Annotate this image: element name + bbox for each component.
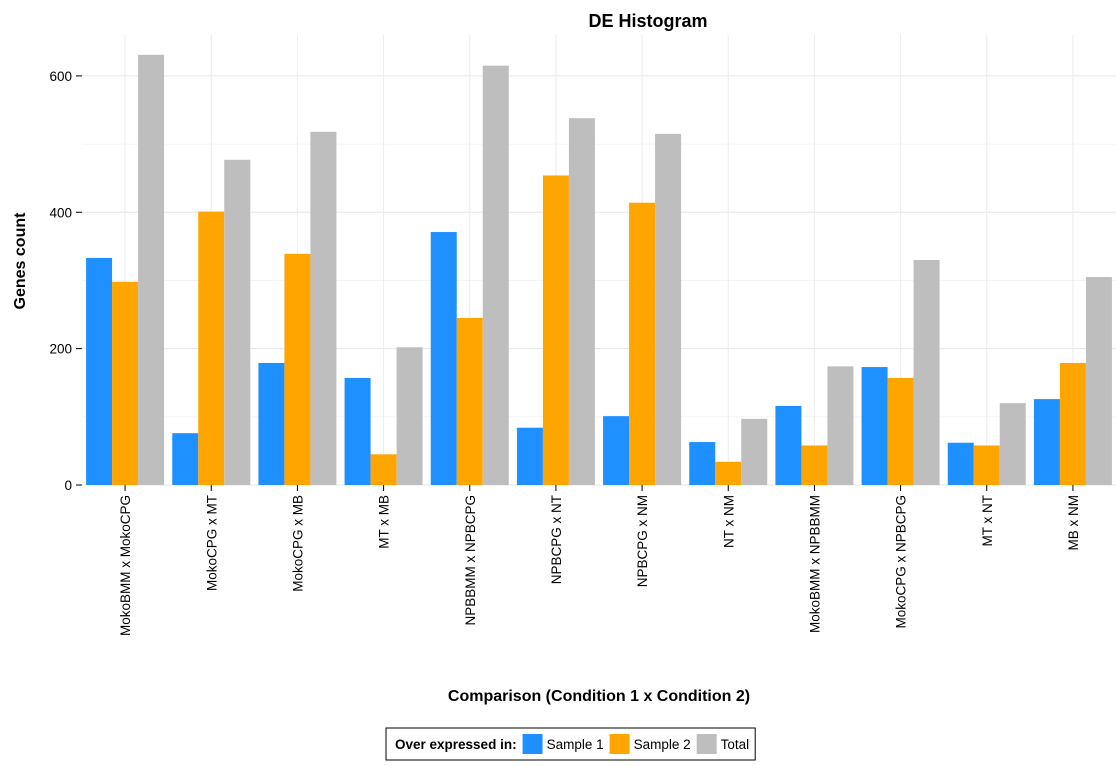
bar-total	[310, 131, 337, 485]
bar-sample-1	[172, 433, 199, 485]
bar-sample-1	[861, 367, 888, 485]
bar-sample-1	[516, 427, 543, 485]
x-tick-label: MB x NM	[1066, 495, 1081, 551]
bar-sample-1	[86, 257, 113, 485]
x-tick-label: NPBCPG x NT	[549, 495, 564, 584]
bar-sample-2	[456, 317, 483, 485]
bar-sample-1	[344, 377, 371, 485]
bar-sample-1	[775, 405, 802, 485]
legend-label: Total	[721, 737, 750, 752]
x-tick-label: NPBCPG x NM	[635, 495, 650, 587]
y-tick-label: 400	[49, 205, 72, 220]
x-tick-label: MT x NT	[980, 495, 995, 547]
bar-sample-2	[1059, 362, 1086, 485]
y-axis-title: Genes count	[12, 212, 29, 310]
bar-sample-2	[715, 461, 742, 485]
bar-total	[999, 403, 1026, 485]
x-axis-title: Comparison (Condition 1 x Condition 2)	[448, 688, 750, 705]
bar-sample-2	[887, 377, 914, 485]
x-tick-label: MokoCPG x MB	[290, 495, 305, 592]
x-tick-label: MT x MB	[377, 495, 392, 549]
bar-sample-2	[370, 454, 397, 485]
bar-sample-1	[1033, 399, 1060, 485]
legend-swatch-sample-1	[522, 734, 543, 754]
bar-sample-1	[603, 416, 630, 485]
bar-sample-2	[284, 253, 311, 485]
y-tick-label: 0	[64, 478, 72, 493]
bar-total	[1085, 277, 1112, 485]
bar-total	[224, 159, 251, 486]
bar-sample-2	[112, 281, 139, 485]
bar-total	[827, 366, 854, 485]
x-tick-label: NT x NM	[721, 495, 736, 548]
bars	[86, 54, 1112, 486]
legend-box	[385, 727, 756, 761]
legend-items: Sample 1 Sample 2 Total	[522, 734, 750, 754]
x-tick-label: MokoCPG x MT	[204, 495, 219, 591]
legend-label: Sample 1	[547, 737, 604, 752]
bar-total	[396, 347, 423, 485]
legend-swatch-total	[696, 734, 717, 754]
bar-total	[138, 54, 165, 485]
y-axis: 0 200 400 600	[49, 69, 82, 493]
bar-sample-2	[542, 175, 569, 486]
legend: Over expressed in: Sample 1 Sample 2 Total	[385, 727, 756, 761]
bar-total	[741, 418, 768, 485]
y-tick-label: 600	[49, 69, 72, 84]
x-tick-label: MokoBMM x MokoCPG	[118, 495, 133, 636]
bar-sample-1	[947, 442, 974, 485]
bar-sample-2	[973, 445, 1000, 485]
bar-total	[913, 260, 940, 485]
bar-sample-2	[629, 202, 656, 485]
bar-sample-1	[689, 442, 716, 485]
x-axis: MokoBMM x MokoCPG MokoCPG x MT MokoCPG x M…	[118, 485, 1081, 636]
y-tick-label: 200	[49, 342, 72, 357]
legend-label: Sample 2	[634, 737, 691, 752]
bar-sample-1	[430, 232, 457, 485]
x-tick-label: NPBBMM x NPBCPG	[463, 495, 478, 626]
bar-total	[568, 118, 595, 485]
chart-title: DE Histogram	[588, 11, 707, 31]
bar-total	[482, 65, 509, 485]
bar-total	[655, 133, 682, 485]
bar-sample-2	[198, 211, 225, 485]
bar-sample-1	[258, 362, 285, 485]
x-tick-label: MokoBMM x NPBBMM	[807, 495, 822, 633]
legend-title: Over expressed in:	[395, 737, 517, 752]
bar-sample-2	[801, 445, 828, 485]
x-tick-label: MokoCPG x NPBCPG	[894, 495, 909, 629]
legend-swatch-sample-2	[609, 734, 630, 754]
